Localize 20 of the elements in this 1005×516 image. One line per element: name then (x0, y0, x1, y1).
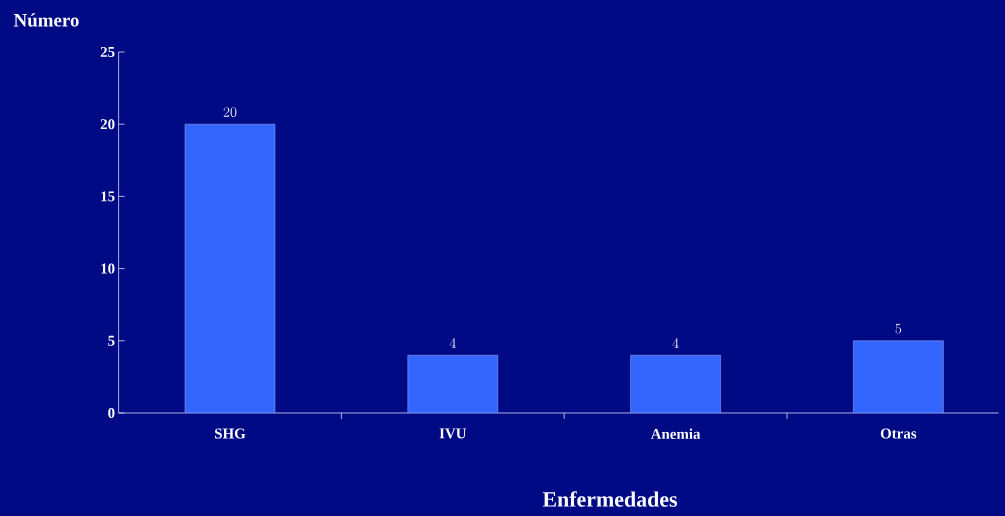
y-tick-label: 15 (101, 191, 115, 202)
data-label: 5 (895, 323, 902, 334)
x-tick-label: Anemia (650, 428, 701, 440)
bar (853, 340, 944, 413)
y-tick-label: 10 (101, 263, 115, 274)
bar (630, 355, 721, 413)
x-tick-label: IVU (439, 428, 467, 439)
x-tick-label: SHG (215, 428, 246, 439)
data-label: 4 (672, 338, 679, 348)
y-tick-label: 25 (100, 46, 115, 57)
x-tick-label: Otras (880, 428, 917, 439)
y-axis-title: Número (13, 13, 79, 27)
bar (407, 355, 498, 413)
data-label: 20 (223, 107, 237, 117)
x-axis-title: Enfermedades (542, 491, 678, 507)
y-tick-label: 0 (108, 407, 115, 419)
data-label: 4 (449, 338, 456, 348)
bar (184, 123, 276, 413)
y-tick-label: 20 (100, 119, 115, 130)
y-tick-label: 5 (108, 335, 115, 346)
